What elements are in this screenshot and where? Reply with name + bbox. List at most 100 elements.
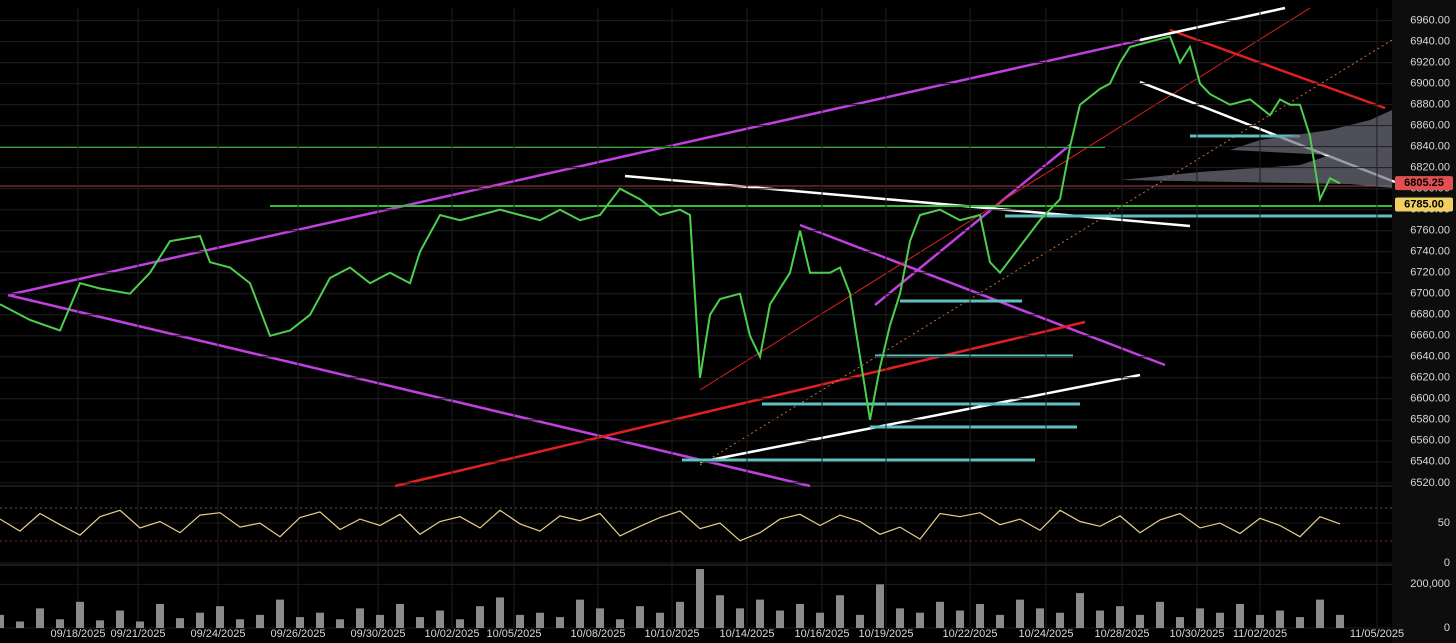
volume-bar (316, 612, 324, 628)
volume-bar (1256, 614, 1264, 628)
y-tick-label: 6620.00 (1410, 372, 1450, 384)
volume-bar (896, 608, 904, 628)
volume-bar (1336, 614, 1344, 628)
x-tick-label: 10/28/2025 (1094, 628, 1149, 640)
price-label-box (1395, 176, 1453, 191)
series-line (0, 35, 1341, 420)
y-tick-label: 6640.00 (1410, 351, 1450, 363)
volume-bar (56, 619, 64, 628)
x-tick-label: 10/22/2025 (942, 628, 997, 640)
volume-bar (1036, 608, 1044, 628)
volume-bar (996, 614, 1004, 628)
volume-bar (836, 595, 844, 628)
y-tick-label: 6700.00 (1410, 288, 1450, 300)
x-tick-label: 09/26/2025 (270, 628, 325, 640)
volume-bar (716, 595, 724, 628)
volume-bar (796, 603, 804, 628)
y-tick-label: 6820.00 (1410, 162, 1450, 174)
volume-bar (16, 621, 24, 628)
volume-bar (416, 617, 424, 628)
x-tick-label: 11/02/2025 (1233, 628, 1287, 640)
volume-bar (536, 612, 544, 628)
price-label: 6785.00 (1404, 198, 1444, 210)
trendline (874, 144, 1071, 306)
trendline (624, 174, 1191, 228)
price-label-box (1395, 197, 1453, 212)
volume-bar (976, 603, 984, 628)
volume-bar (736, 608, 744, 628)
y-tick-label: 6760.00 (1410, 225, 1450, 237)
volume-bar (556, 617, 564, 628)
volume-bar (1296, 617, 1304, 628)
x-tick-label: 11/05/2025 (1350, 628, 1404, 640)
y-tick-label: 6880.00 (1410, 99, 1450, 111)
x-tick-label: 10/05/2025 (486, 628, 541, 640)
volume-bar (516, 614, 524, 628)
volume-bar (636, 606, 644, 628)
volume-bar (696, 569, 704, 628)
trendline (7, 293, 811, 488)
volume-bar (876, 584, 884, 628)
volume-bar (1316, 599, 1324, 628)
volume-bar (916, 612, 924, 628)
y-tick-label: 6580.00 (1410, 414, 1450, 426)
y-tick-label: 6560.00 (1410, 435, 1450, 447)
volume-profile (1120, 110, 1392, 188)
volume-bar (76, 601, 84, 628)
x-tick-label: 10/30/2025 (1169, 628, 1224, 640)
volume-bar (656, 612, 664, 628)
y-tick-label: 6960.00 (1410, 15, 1450, 27)
y-tick-label: 6920.00 (1410, 57, 1450, 69)
trendline (1139, 6, 1286, 42)
trendline (799, 223, 1166, 367)
volume-bar (0, 614, 4, 628)
y-tick-label: 0 (1444, 622, 1450, 634)
y-tick-label: 6600.00 (1410, 393, 1450, 405)
volume-bar (456, 619, 464, 628)
volume-bar (576, 599, 584, 628)
y-tick-label: 6720.00 (1410, 267, 1450, 279)
price-label: 6805.25 (1404, 177, 1444, 189)
volume-bar (596, 608, 604, 628)
volume-bar (1216, 612, 1224, 628)
x-tick-label: 09/24/2025 (190, 628, 245, 640)
volume-bar (196, 612, 204, 628)
volume-bar (1196, 608, 1204, 628)
y-tick-label: 6940.00 (1410, 36, 1450, 48)
y-tick-label: 6540.00 (1410, 456, 1450, 468)
volume-bar (396, 603, 404, 628)
volume-bar (1016, 599, 1024, 628)
channel-line (699, 7, 1311, 391)
volume-bar (1096, 610, 1104, 628)
y-tick-label: 6860.00 (1410, 120, 1450, 132)
trendline (699, 373, 1141, 464)
volume-bar (776, 610, 784, 628)
volume-bar (1176, 617, 1184, 628)
y-tick-label: 6900.00 (1410, 78, 1450, 90)
volume-bar (176, 618, 184, 628)
axis-background (1392, 0, 1456, 643)
y-tick-label: 6740.00 (1410, 246, 1450, 258)
x-tick-label: 09/21/2025 (110, 628, 165, 640)
volume-bar (436, 610, 444, 628)
volume-bar (856, 614, 864, 628)
volume-bar (1076, 593, 1084, 628)
volume-bar (236, 619, 244, 628)
volume-bar (1116, 606, 1124, 628)
x-tick-label: 09/18/2025 (50, 628, 105, 640)
x-tick-label: 09/30/2025 (350, 628, 405, 640)
volume-bar (1236, 603, 1244, 628)
x-tick-label: 10/08/2025 (570, 628, 625, 640)
y-tick-label: 0 (1444, 557, 1450, 569)
volume-bar (756, 599, 764, 628)
volume-bar (256, 614, 264, 628)
y-tick-label: 6840.00 (1410, 141, 1450, 153)
series-line (0, 509, 1341, 542)
y-tick-label: 50 (1438, 517, 1450, 529)
x-tick-label: 10/14/2025 (719, 628, 774, 640)
volume-bar (116, 610, 124, 628)
volume-bar (296, 617, 304, 628)
y-tick-label: 6680.00 (1410, 309, 1450, 321)
y-tick-label: 6520.00 (1410, 477, 1450, 489)
